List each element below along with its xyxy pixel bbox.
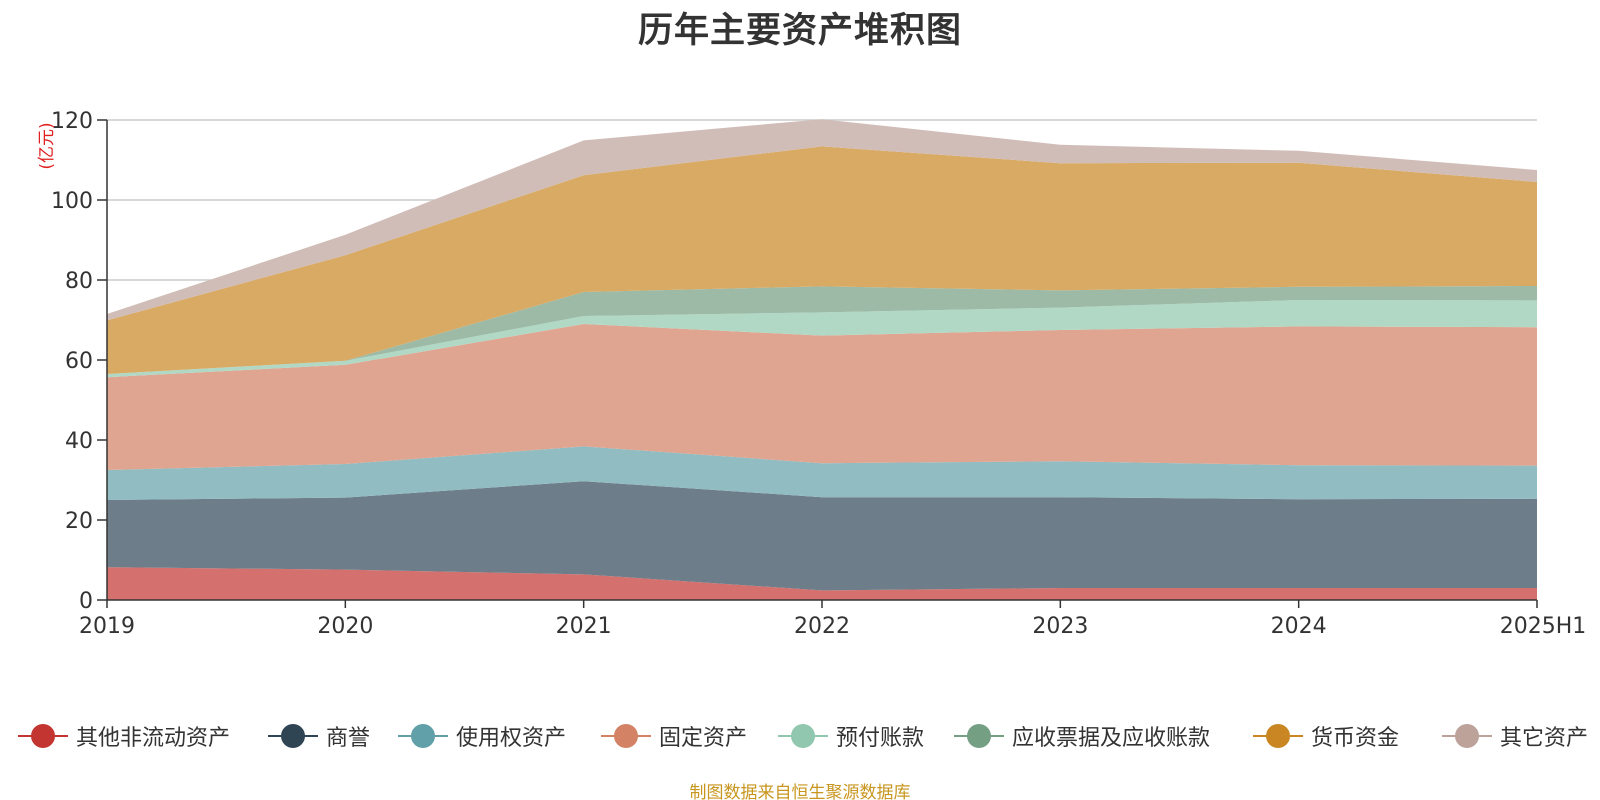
- area-series-2[interactable]: [107, 446, 1537, 500]
- legend-item-1[interactable]: 商誉: [268, 718, 370, 754]
- area-series-0[interactable]: [107, 567, 1537, 600]
- legend: 其他非流动资产 商誉 使用权资产 固定资产 预付账款 应收票据及应收账款 货币资金 其它资产: [0, 718, 1600, 754]
- area-series-7[interactable]: [107, 119, 1537, 321]
- legend-label: 固定资产: [659, 726, 748, 751]
- legend-item-0[interactable]: 其他非流动资产: [18, 718, 230, 754]
- x-tick-label: 2024: [1271, 614, 1327, 639]
- legend-item-7[interactable]: 其它资产: [1442, 718, 1588, 754]
- chart-title: 历年主要资产堆积图: [637, 11, 962, 51]
- legend-label: 使用权资产: [456, 726, 567, 751]
- x-tick-label: 2025H1: [1500, 614, 1587, 639]
- legend-item-5[interactable]: 应收票据及应收账款: [954, 718, 1210, 754]
- x-tick-label: 2020: [317, 614, 373, 639]
- legend-item-4[interactable]: 预付账款: [778, 718, 924, 754]
- x-tick-label: 2022: [794, 614, 850, 639]
- legend-item-6[interactable]: 货币资金: [1253, 718, 1399, 754]
- legend-item-2[interactable]: 使用权资产: [398, 718, 566, 754]
- legend-label: 预付账款: [836, 726, 925, 751]
- y-tick-label: 80: [65, 269, 93, 294]
- legend-label: 其他非流动资产: [76, 726, 231, 751]
- area-series-group: [107, 119, 1537, 600]
- area-series-6[interactable]: [107, 146, 1537, 374]
- legend-item-3[interactable]: 固定资产: [601, 718, 747, 754]
- legend-label: 应收票据及应收账款: [1012, 726, 1211, 751]
- y-tick-label: 0: [79, 589, 93, 614]
- legend-marker-icon: [18, 718, 68, 754]
- area-series-3[interactable]: [107, 324, 1537, 470]
- legend-label: 商誉: [326, 726, 371, 751]
- legend-marker-icon: [1442, 718, 1492, 754]
- x-tick-label: 2021: [556, 614, 612, 639]
- data-source-footer: 制图数据来自恒生聚源数据库: [689, 783, 911, 800]
- y-tick-label: 40: [65, 429, 93, 454]
- legend-label: 其它资产: [1500, 726, 1589, 751]
- legend-label: 货币资金: [1311, 726, 1400, 751]
- area-series-1[interactable]: [107, 481, 1537, 591]
- area-series-5[interactable]: [107, 286, 1537, 374]
- x-tick-label: 2023: [1032, 614, 1088, 639]
- area-series-4[interactable]: [107, 300, 1537, 378]
- plot-area: 0 20 40 60 80 100 120 2019 2020 2021 2022 2023 2024 2…: [37, 109, 1586, 639]
- legend-marker-icon: [601, 718, 651, 754]
- y-tick-label: 60: [65, 349, 93, 374]
- x-tick-label: 2019: [79, 614, 135, 639]
- y-tick-label: 20: [65, 509, 93, 534]
- legend-marker-icon: [398, 718, 448, 754]
- axes: 0 20 40 60 80 100 120 2019 2020 2021 2022 2023 2024 2…: [51, 109, 1586, 639]
- y-tick-label: 120: [51, 109, 93, 134]
- legend-marker-icon: [1253, 718, 1303, 754]
- y-axis-unit-label: (亿元): [37, 122, 57, 169]
- legend-marker-icon: [778, 718, 828, 754]
- legend-marker-icon: [954, 718, 1004, 754]
- legend-marker-icon: [268, 718, 318, 754]
- y-tick-label: 100: [51, 189, 93, 214]
